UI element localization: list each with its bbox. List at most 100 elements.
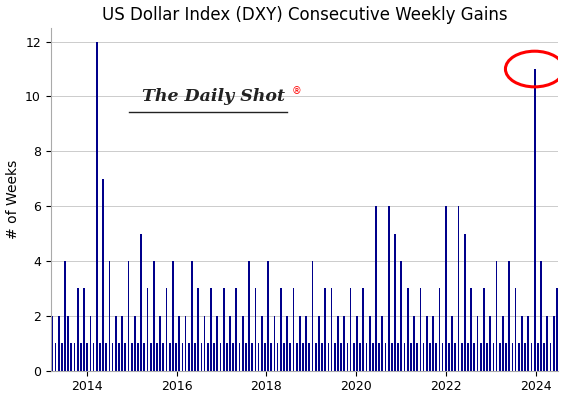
Bar: [378, 343, 380, 371]
Bar: [309, 343, 310, 371]
Bar: [118, 343, 120, 371]
Bar: [64, 261, 66, 371]
Bar: [400, 261, 402, 371]
Bar: [252, 343, 253, 371]
Bar: [534, 69, 535, 371]
Bar: [232, 343, 234, 371]
Bar: [115, 316, 117, 371]
Bar: [105, 343, 107, 371]
Bar: [490, 316, 491, 371]
Bar: [92, 343, 94, 371]
Bar: [334, 343, 336, 371]
Bar: [350, 288, 351, 371]
Bar: [143, 343, 145, 371]
Bar: [121, 316, 123, 371]
Bar: [147, 288, 148, 371]
Bar: [385, 343, 386, 371]
Bar: [391, 343, 393, 371]
Bar: [140, 233, 142, 371]
Bar: [470, 288, 472, 371]
Bar: [162, 343, 164, 371]
Bar: [287, 316, 288, 371]
Bar: [213, 343, 215, 371]
Bar: [299, 316, 301, 371]
Bar: [188, 343, 190, 371]
Text: ®: ®: [292, 86, 302, 96]
Bar: [445, 206, 447, 371]
Title: US Dollar Index (DXY) Consecutive Weekly Gains: US Dollar Index (DXY) Consecutive Weekly…: [102, 6, 508, 24]
Bar: [505, 343, 507, 371]
Bar: [515, 288, 517, 371]
Bar: [96, 41, 98, 371]
Bar: [302, 343, 304, 371]
Bar: [86, 343, 88, 371]
Bar: [397, 343, 399, 371]
Bar: [210, 288, 212, 371]
Bar: [102, 179, 104, 371]
Bar: [191, 261, 193, 371]
Bar: [236, 288, 237, 371]
Bar: [547, 316, 548, 371]
Bar: [413, 316, 415, 371]
Bar: [58, 316, 60, 371]
Bar: [543, 343, 545, 371]
Bar: [182, 343, 183, 371]
Bar: [337, 316, 339, 371]
Bar: [372, 343, 374, 371]
Bar: [496, 261, 497, 371]
Bar: [67, 316, 69, 371]
Bar: [137, 343, 139, 371]
Bar: [293, 288, 294, 371]
Bar: [353, 343, 355, 371]
Bar: [201, 343, 202, 371]
Bar: [277, 343, 279, 371]
Bar: [365, 343, 367, 371]
Bar: [267, 261, 269, 371]
Bar: [274, 316, 275, 371]
Bar: [248, 261, 250, 371]
Bar: [410, 343, 412, 371]
Bar: [312, 261, 314, 371]
Bar: [556, 288, 558, 371]
Bar: [280, 288, 281, 371]
Bar: [254, 288, 256, 371]
Bar: [346, 343, 349, 371]
Bar: [407, 288, 408, 371]
Bar: [492, 343, 494, 371]
Bar: [321, 343, 323, 371]
Bar: [375, 206, 377, 371]
Bar: [369, 316, 371, 371]
Bar: [381, 316, 383, 371]
Bar: [451, 316, 453, 371]
Bar: [61, 343, 63, 371]
Bar: [150, 343, 152, 371]
Bar: [261, 316, 263, 371]
Bar: [537, 343, 539, 371]
Bar: [502, 316, 504, 371]
Bar: [435, 343, 437, 371]
Bar: [512, 343, 513, 371]
Bar: [184, 316, 187, 371]
Bar: [388, 206, 390, 371]
Bar: [159, 316, 161, 371]
Bar: [296, 343, 298, 371]
Bar: [134, 316, 136, 371]
Bar: [328, 343, 329, 371]
Bar: [363, 288, 364, 371]
Bar: [461, 343, 462, 371]
Bar: [518, 343, 519, 371]
Bar: [156, 343, 158, 371]
Bar: [527, 316, 529, 371]
Bar: [80, 343, 82, 371]
Bar: [416, 343, 418, 371]
Bar: [194, 343, 196, 371]
Bar: [525, 343, 526, 371]
Bar: [90, 316, 91, 371]
Bar: [239, 343, 240, 371]
Bar: [289, 343, 291, 371]
Bar: [455, 343, 456, 371]
Bar: [175, 343, 177, 371]
Bar: [442, 343, 443, 371]
Bar: [486, 343, 488, 371]
Bar: [531, 343, 532, 371]
